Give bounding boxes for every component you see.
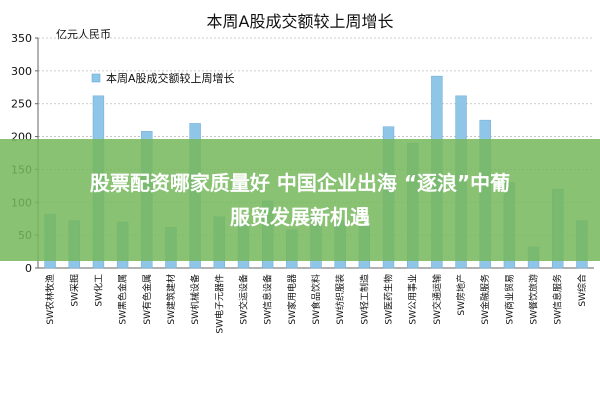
y-tick-label: 300 <box>11 65 32 78</box>
x-tick-label: SW综合 <box>576 274 588 307</box>
x-tick-label: SW采掘 <box>68 274 80 307</box>
legend: 本周A股成交额较上周增长 <box>91 71 235 85</box>
x-tick-label: SW金融服务 <box>479 274 491 325</box>
x-axis-ticks: SW农林牧渔 SW采掘 SW化工 SW黑色金属 SW有色金属 SW建筑建材 SW机械设备 SW… <box>44 274 588 334</box>
y-tick-label: 250 <box>11 98 32 111</box>
y-tick-label: 350 <box>11 32 32 45</box>
overlay-banner: 股票配资哪家质量好 中国企业出海 “逐浪”中葡 服贸发展新机遇 <box>0 139 600 261</box>
x-tick-label: SW机械设备 <box>189 274 201 325</box>
x-tick-label: SW房地产 <box>455 274 467 316</box>
x-tick-label: SW电子元器件 <box>213 274 225 334</box>
x-tick-label: SW公用事业 <box>407 274 419 325</box>
x-tick-label: SW农林牧渔 <box>44 274 56 325</box>
legend-label: 本周A股成交额较上周增长 <box>106 71 235 85</box>
banner-line-1: 股票配资哪家质量好 中国企业出海 “逐浪”中葡 <box>89 171 511 195</box>
x-tick-label: SW信息设备 <box>262 274 274 325</box>
legend-swatch <box>91 73 101 83</box>
x-tick-label: SW化工 <box>92 274 104 307</box>
unit-label: 亿元人民币 <box>56 28 111 41</box>
x-tick-label: SW餐饮旅游 <box>528 274 540 325</box>
x-tick-label: SW建筑建材 <box>165 274 177 325</box>
x-tick-label: SW有色金属 <box>141 274 153 325</box>
x-tick-label: SW交运设备 <box>237 274 249 325</box>
x-tick-label: SW家用电器 <box>286 274 298 325</box>
x-tick-label: SW食品饮料 <box>310 274 322 325</box>
x-tick-label: SW商业贸易 <box>503 274 515 325</box>
x-tick-label: SW信息服务 <box>552 274 564 325</box>
x-tick-label: SW交通运输 <box>431 274 443 325</box>
y-tick-label: 0 <box>25 262 32 275</box>
chart-title: 本周A股成交额较上周增长 <box>207 12 394 31</box>
x-tick-label: SW轻工制造 <box>358 274 370 325</box>
x-tick-label: SW医药生物 <box>383 274 395 325</box>
banner-line-2: 服贸发展新机遇 <box>230 205 370 229</box>
x-tick-label: SW纺织服装 <box>334 274 346 325</box>
x-tick-label: SW黑色金属 <box>117 274 129 325</box>
